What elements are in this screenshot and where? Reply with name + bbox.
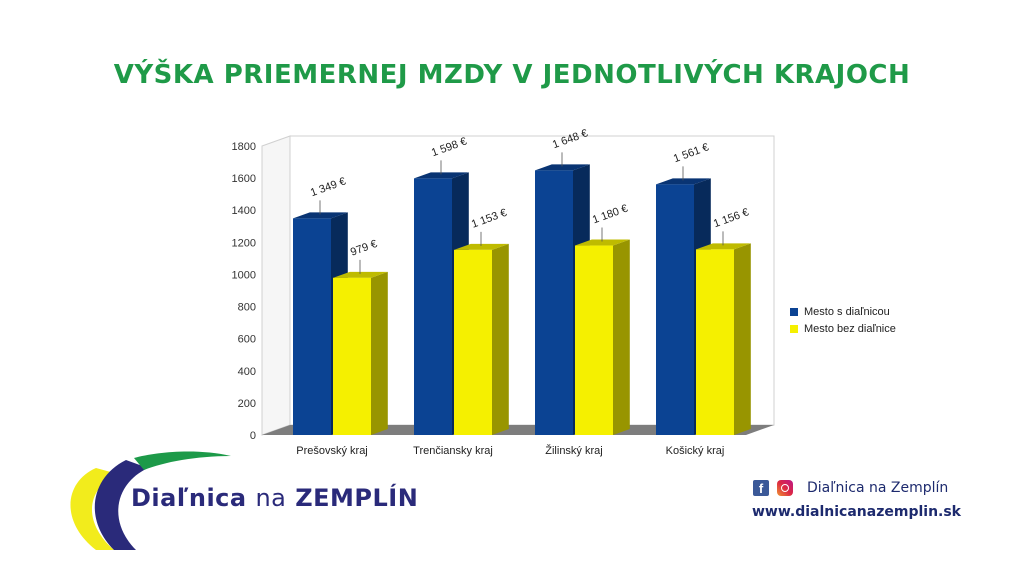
x-tick-label: Žilinský kraj xyxy=(545,444,602,457)
bar-side xyxy=(613,239,630,435)
bar-side xyxy=(734,243,751,435)
bar-with-highway xyxy=(535,170,573,435)
chart-side-wall xyxy=(261,135,291,436)
bar-top xyxy=(656,178,711,185)
y-tick-label: 1200 xyxy=(232,237,256,249)
x-tick-label: Košický kraj xyxy=(666,445,725,457)
brand-name-part: ZEMPLÍN xyxy=(295,484,419,512)
legend-item-without-highway: Mesto bez diaľnice xyxy=(790,320,896,337)
bar-top xyxy=(414,172,469,179)
bar-with-highway xyxy=(656,184,694,435)
legend-label: Mesto s diaľnicou xyxy=(804,305,890,318)
chart-floor xyxy=(262,425,774,435)
y-tick-label: 1800 xyxy=(232,141,256,153)
bar-side xyxy=(492,243,509,435)
bar-top xyxy=(454,243,509,250)
legend: Mesto s diaľnicou Mesto bez diaľnice xyxy=(790,303,896,337)
bar-top xyxy=(696,243,751,250)
bar-without-highway xyxy=(575,245,613,435)
website-link[interactable]: www.dialnicanazemplin.sk xyxy=(752,504,961,520)
x-tick-label: Trenčiansky kraj xyxy=(413,445,493,457)
brand-name: Diaľnica na ZEMPLÍN xyxy=(131,484,418,512)
bar-without-highway xyxy=(696,249,734,435)
bar-top xyxy=(575,239,630,246)
bar-without-highway xyxy=(333,277,371,435)
legend-item-with-highway: Mesto s diaľnicou xyxy=(790,303,896,320)
legend-label: Mesto bez diaľnice xyxy=(804,322,896,335)
social-links: f Diaľnica na Zemplín xyxy=(753,480,948,496)
brand-name-part: na xyxy=(255,484,287,512)
social-label: Diaľnica na Zemplín xyxy=(807,480,949,496)
bar-top xyxy=(535,164,590,171)
bar-with-highway xyxy=(293,218,331,435)
y-tick-label: 600 xyxy=(238,334,256,346)
bar-side xyxy=(371,271,388,435)
y-tick-label: 1000 xyxy=(232,269,256,281)
chart-title: VÝŠKA PRIEMERNEJ MZDY V JEDNOTLIVÝCH KRA… xyxy=(113,60,911,90)
legend-swatch xyxy=(790,324,798,333)
bar-with-highway xyxy=(414,178,452,435)
legend-swatch xyxy=(790,307,798,316)
y-tick-label: 1400 xyxy=(232,205,256,217)
bar-top xyxy=(293,212,348,219)
y-tick-label: 200 xyxy=(238,398,256,410)
bar-without-highway xyxy=(454,249,492,435)
y-tick-label: 0 xyxy=(250,430,256,442)
y-tick-label: 1600 xyxy=(232,173,256,185)
brand-logo-swoosh xyxy=(70,451,231,550)
brand-name-part: Diaľnica xyxy=(131,484,247,512)
x-tick-label: Prešovský kraj xyxy=(296,445,368,457)
bar-top xyxy=(333,271,388,278)
y-tick-label: 800 xyxy=(238,302,256,314)
instagram-icon[interactable] xyxy=(777,480,793,496)
y-tick-label: 400 xyxy=(238,366,256,378)
facebook-icon[interactable]: f xyxy=(753,480,769,496)
